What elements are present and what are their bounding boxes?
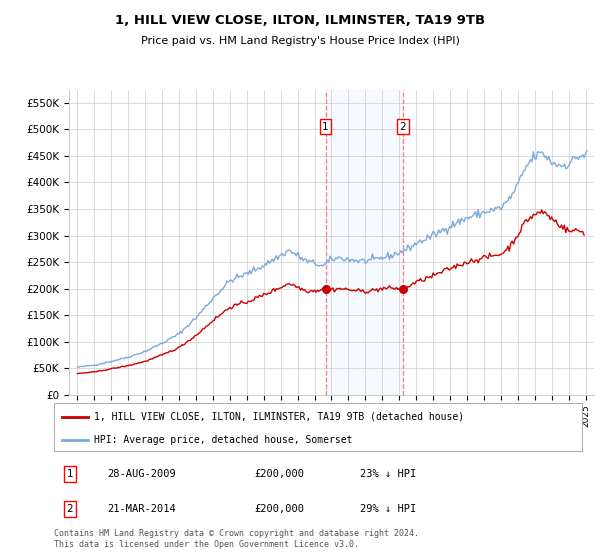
Text: 29% ↓ HPI: 29% ↓ HPI (360, 504, 416, 514)
Text: Price paid vs. HM Land Registry's House Price Index (HPI): Price paid vs. HM Land Registry's House … (140, 36, 460, 46)
Text: 2: 2 (400, 122, 406, 132)
Text: £200,000: £200,000 (254, 504, 305, 514)
Text: 1: 1 (67, 469, 73, 479)
Text: 28-AUG-2009: 28-AUG-2009 (107, 469, 176, 479)
Bar (326, 90, 403, 395)
Text: 21-MAR-2014: 21-MAR-2014 (107, 504, 176, 514)
Text: £200,000: £200,000 (254, 469, 305, 479)
Text: 2: 2 (67, 504, 73, 514)
Text: 23% ↓ HPI: 23% ↓ HPI (360, 469, 416, 479)
Text: 1, HILL VIEW CLOSE, ILTON, ILMINSTER, TA19 9TB (detached house): 1, HILL VIEW CLOSE, ILTON, ILMINSTER, TA… (94, 412, 464, 422)
Text: Contains HM Land Registry data © Crown copyright and database right 2024.
This d: Contains HM Land Registry data © Crown c… (54, 529, 419, 549)
Text: 1: 1 (322, 122, 329, 132)
Text: 1, HILL VIEW CLOSE, ILTON, ILMINSTER, TA19 9TB: 1, HILL VIEW CLOSE, ILTON, ILMINSTER, TA… (115, 14, 485, 27)
Text: HPI: Average price, detached house, Somerset: HPI: Average price, detached house, Some… (94, 435, 352, 445)
